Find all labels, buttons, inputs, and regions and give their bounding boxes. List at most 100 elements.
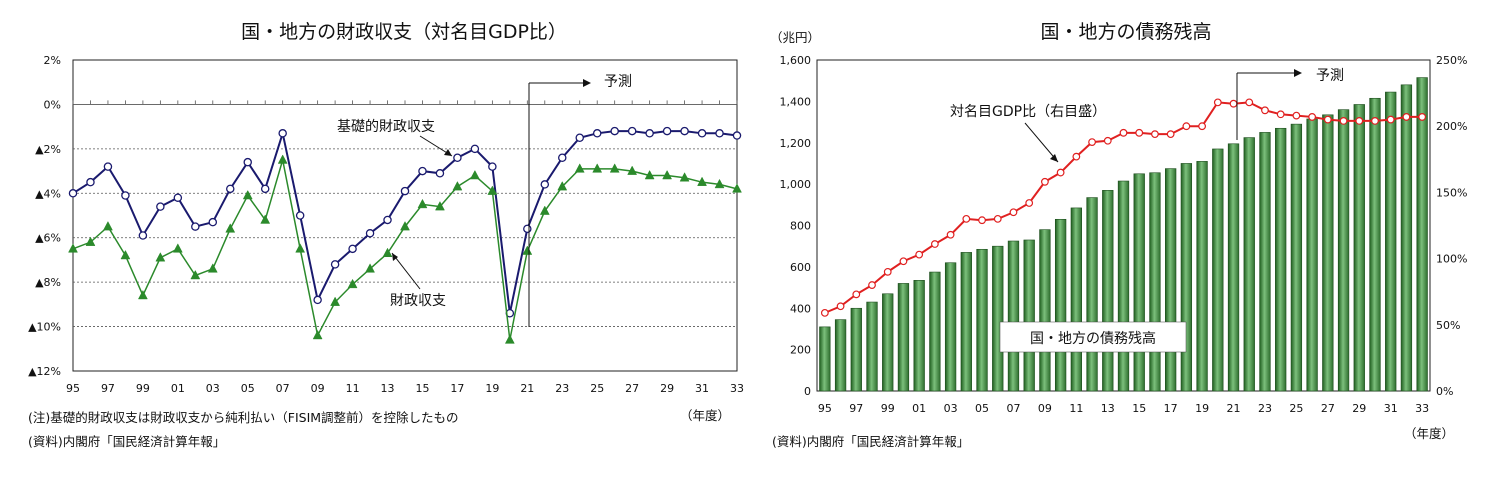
- right-x-tick-label: 13: [1101, 402, 1115, 415]
- right-chart-title: 国・地方の債務残高: [1040, 21, 1211, 43]
- left-x-tick-label: 05: [241, 382, 255, 395]
- left-x-tick-label: 33: [730, 382, 744, 395]
- left-y-tick-label: 0%: [44, 98, 61, 111]
- debt-bar: [1086, 197, 1098, 392]
- gdp-ratio-point: [1355, 117, 1364, 125]
- primary-balance-point: [278, 129, 287, 138]
- fiscal-balance-point: [85, 236, 96, 246]
- fiscal-balance-point: [120, 249, 131, 260]
- primary-balance-point: [68, 189, 78, 198]
- debt-bar: [992, 245, 1004, 392]
- debt-bar: [1306, 118, 1318, 392]
- fiscal-balance-point: [260, 214, 271, 224]
- right-left-y-tick-label: 600: [790, 261, 811, 274]
- fiscal-balance-point: [522, 245, 533, 255]
- primary-balance-point: [365, 229, 375, 238]
- left-x-tick-label: 15: [415, 382, 429, 395]
- left-y-tick-label: ▲2%: [35, 143, 61, 156]
- debt-bar: [866, 301, 878, 392]
- debt-bar: [976, 248, 988, 392]
- right-x-tick-label: 17: [1164, 402, 1178, 415]
- fiscal-balance-point: [539, 205, 550, 215]
- debt-bar: [929, 271, 941, 392]
- primary-balance-point: [208, 217, 218, 227]
- right-left-y-tick-label: 1,000: [780, 178, 812, 191]
- primary-balance-point: [138, 231, 148, 240]
- right-left-y-tick-label: 400: [790, 302, 811, 315]
- primary-balance-point: [523, 224, 532, 234]
- right-x-tick-label: 09: [1038, 402, 1052, 415]
- gdp-ratio-point: [820, 308, 829, 317]
- debt-bar: [1385, 91, 1397, 392]
- debt-bar: [944, 262, 957, 392]
- debt-bar: [1070, 207, 1082, 392]
- right-x-tick-label: 03: [944, 402, 958, 415]
- gdp-ratio-point: [1119, 128, 1128, 137]
- fiscal-balance-point: [592, 163, 603, 173]
- gdp-ratio-point: [1339, 117, 1348, 125]
- left-y-tick-label: 2%: [44, 54, 61, 67]
- debt-bar: [1275, 127, 1287, 392]
- primary-balance-point: [540, 180, 550, 189]
- right-x-tick-label: 07: [1006, 402, 1020, 415]
- right-x-tick-labels: 95 97 99 01 03 05 07 09 11 13 15 17 19 21 23 25 27 29 31 33: [818, 402, 1429, 415]
- left-x-tick-label: 07: [276, 382, 290, 395]
- gdp-ratio-point: [1418, 113, 1427, 121]
- right-left-y-tick-label: 200: [790, 344, 811, 357]
- right-left-y-tick-label: 1,400: [780, 95, 812, 108]
- debt-bar: [1369, 97, 1381, 392]
- debt-bar: [1149, 172, 1161, 392]
- right-x-tick-label: 33: [1415, 402, 1429, 415]
- fiscal-balance-point: [137, 289, 148, 300]
- gdp-ratio-point: [930, 240, 939, 248]
- right-x-tick-label: 05: [975, 402, 989, 415]
- gdp-ratio-point: [993, 214, 1002, 223]
- right-left-y-tick-label: 0: [804, 385, 811, 398]
- fiscal-balance-point: [609, 163, 620, 173]
- right-x-tick-label: 23: [1258, 402, 1272, 415]
- debt-bar: [1196, 161, 1208, 392]
- primary-balance-point: [592, 129, 602, 138]
- right-right-y-tick-label: 150%: [1436, 186, 1467, 199]
- right-x-tick-label: 01: [912, 402, 926, 415]
- primary-balance-point: [558, 153, 567, 162]
- primary-balance-point: [383, 215, 392, 225]
- primary-balance-point: [313, 295, 322, 305]
- primary-balance-point: [488, 162, 497, 171]
- left-plot-area: [72, 59, 738, 372]
- left-series-label-balance: 財政収支: [390, 293, 446, 309]
- gdp-ratio-point: [1261, 106, 1269, 115]
- debt-bar: [1416, 77, 1428, 392]
- fiscal-balance-point: [435, 201, 445, 211]
- primary-balance-point: [575, 133, 584, 142]
- gdp-ratio-point: [915, 250, 924, 259]
- fiscal-balance-point: [452, 181, 463, 191]
- primary-balance-point: [715, 129, 724, 138]
- right-ratio-leader-head: [1050, 154, 1058, 162]
- left-x-tick-label: 03: [206, 382, 220, 395]
- fiscal-balance-point: [644, 169, 655, 180]
- debt-bar: [1212, 148, 1224, 392]
- fiscal-balance-point: [207, 263, 218, 273]
- primary-balance-point: [697, 129, 707, 138]
- primary-balance-point: [645, 129, 654, 138]
- gdp-ratio-point: [1229, 99, 1238, 108]
- gdp-ratio-point: [1009, 208, 1018, 217]
- left-x-tick-label: 95: [66, 382, 80, 395]
- right-right-y-tick-label: 100%: [1436, 253, 1467, 266]
- fiscal-balance-point: [172, 243, 183, 253]
- gdp-ratio-point: [946, 230, 955, 239]
- left-x-tick-label: 17: [450, 382, 464, 395]
- right-source: (資料)内閣府「国民経済計算年報」: [772, 434, 969, 449]
- fiscal-balance-point: [330, 296, 341, 306]
- gdp-ratio-point: [1056, 168, 1065, 177]
- debt-bar: [1165, 168, 1177, 392]
- primary-balance-point: [330, 260, 340, 269]
- left-source: (資料)内閣府「国民経済計算年報」: [28, 434, 225, 449]
- left-x-tick-label: 01: [171, 382, 185, 395]
- primary-balance-point: [627, 126, 637, 136]
- gdp-ratio-point: [1151, 130, 1159, 139]
- left-series: [68, 126, 742, 344]
- left-balance-leader: [391, 252, 421, 290]
